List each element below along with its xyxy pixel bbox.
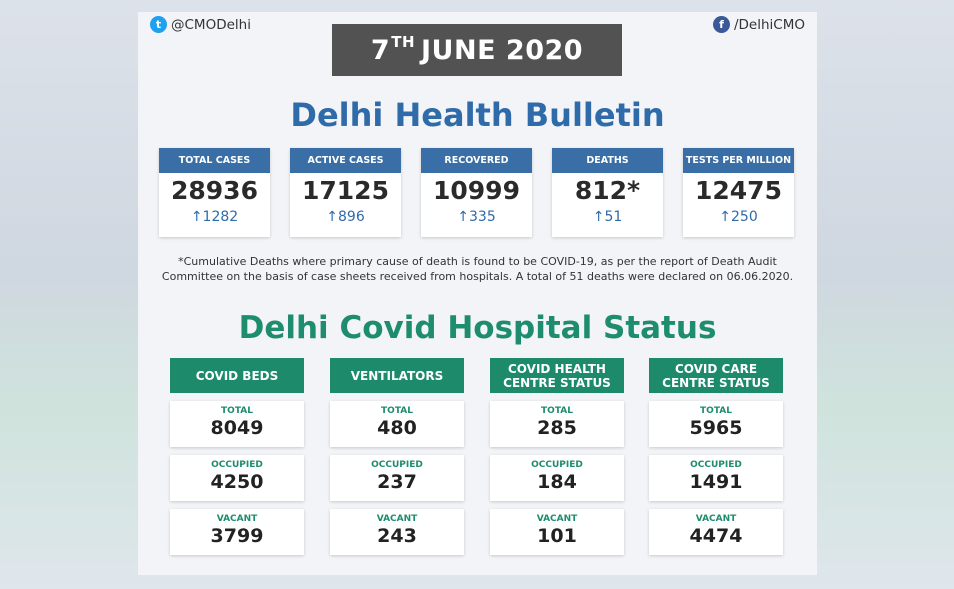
date-rest: JUNE 2020 xyxy=(421,34,584,66)
up-arrow-icon: ↑ xyxy=(190,209,203,225)
vacant-cell: VACANT 4474 xyxy=(649,509,783,555)
stat-value: 12475 xyxy=(695,176,782,205)
cell-value: 5965 xyxy=(689,417,743,439)
cell-value: 3799 xyxy=(210,525,264,547)
vacant-cell: VACANT 3799 xyxy=(170,509,304,555)
cell-value: 243 xyxy=(377,525,417,547)
footnote-line-2: Committee on the basis of case sheets re… xyxy=(161,269,794,283)
cell-label: OCCUPIED xyxy=(690,460,742,470)
stat-value: 10999 xyxy=(433,176,520,205)
cell-value: 4474 xyxy=(689,525,743,547)
cell-value: 237 xyxy=(377,471,417,493)
stat-card-total-cases: TOTAL CASES 28936 ↑1282 xyxy=(159,148,270,237)
cell-value: 4250 xyxy=(210,471,264,493)
cell-value: 1491 xyxy=(689,471,743,493)
occupied-cell: OCCUPIED 1491 xyxy=(649,455,783,501)
column-header: VENTILATORS xyxy=(330,358,464,393)
stat-increase: ↑335 xyxy=(421,209,532,225)
cell-label: VACANT xyxy=(216,514,258,524)
column-header: COVID HEALTH CENTRE STATUS xyxy=(490,358,624,393)
stat-increase-value: 1282 xyxy=(202,209,239,225)
vacant-cell: VACANT 101 xyxy=(490,509,624,555)
up-arrow-icon: ↑ xyxy=(592,209,605,225)
header-line-1: COVID HEALTH xyxy=(507,361,606,376)
up-arrow-icon: ↑ xyxy=(326,209,338,225)
stat-increase: ↑51 xyxy=(552,209,663,225)
date-day: 7 xyxy=(370,34,391,66)
cell-value: 285 xyxy=(537,417,577,439)
cell-label: TOTAL xyxy=(700,406,732,416)
total-cell: TOTAL 285 xyxy=(490,401,624,447)
header-line-1: VENTILATORS xyxy=(350,368,444,383)
cell-value: 480 xyxy=(377,417,417,439)
column-covid-beds: COVID BEDS TOTAL 8049 OCCUPIED 4250 VACANT… xyxy=(170,358,304,555)
header-line-1: COVID CARE xyxy=(674,361,758,376)
stat-card-active-cases: ACTIVE CASES 17125 ↑896 xyxy=(290,148,401,237)
cell-label: VACANT xyxy=(376,514,418,524)
date-suffix: TH xyxy=(391,33,416,51)
column-header: COVID CARE CENTRE STATUS xyxy=(649,358,783,393)
up-arrow-icon: ↑ xyxy=(457,209,469,225)
stat-increase: ↑1282 xyxy=(159,209,270,225)
stat-value: 28936 xyxy=(171,176,258,205)
header-line-2: CENTRE STATUS xyxy=(503,375,611,390)
hospital-status-title: Delhi Covid Hospital Status xyxy=(238,310,717,346)
facebook-handle[interactable]: f /DelhiCMO xyxy=(712,16,805,33)
twitter-icon: t xyxy=(150,16,167,33)
stat-label: ACTIVE CASES xyxy=(290,148,401,173)
stat-label: TOTAL CASES xyxy=(159,148,270,173)
footnote-line-1: *Cumulative Deaths where primary cause o… xyxy=(178,255,777,268)
occupied-cell: OCCUPIED 4250 xyxy=(170,455,304,501)
total-cell: TOTAL 8049 xyxy=(170,401,304,447)
cell-label: TOTAL xyxy=(221,406,253,416)
stat-value: 17125 xyxy=(302,176,389,205)
cell-label: OCCUPIED xyxy=(371,460,423,470)
date-banner: 7 TH JUNE 2020 xyxy=(332,24,622,76)
deaths-footnote: *Cumulative Deaths where primary cause o… xyxy=(148,255,807,284)
cell-label: VACANT xyxy=(695,514,737,524)
stat-increase-value: 51 xyxy=(604,209,623,225)
stat-increase-value: 335 xyxy=(469,209,496,225)
stat-card-recovered: RECOVERED 10999 ↑335 xyxy=(421,148,532,237)
column-covid-health-centre: COVID HEALTH CENTRE STATUS TOTAL 285 OCCUP… xyxy=(490,358,624,555)
cell-label: OCCUPIED xyxy=(211,460,263,470)
total-cell: TOTAL 480 xyxy=(330,401,464,447)
stat-label: RECOVERED xyxy=(421,148,532,173)
bulletin-poster: t @CMODelhi f /DelhiCMO 7 TH JUNE 2020 Del… xyxy=(138,12,817,575)
stat-card-deaths: DEATHS 812* ↑51 xyxy=(552,148,663,237)
column-covid-care-centre: COVID CARE CENTRE STATUS TOTAL 5965 OCCUPI… xyxy=(649,358,783,555)
twitter-handle-text: @CMODelhi xyxy=(171,16,251,33)
column-header: COVID BEDS xyxy=(170,358,304,393)
twitter-handle[interactable]: t @CMODelhi xyxy=(150,16,251,33)
cell-label: TOTAL xyxy=(541,406,573,416)
stat-increase-value: 250 xyxy=(731,209,758,225)
cell-value: 101 xyxy=(537,525,577,547)
up-arrow-icon: ↑ xyxy=(719,209,731,225)
stat-increase-value: 896 xyxy=(338,209,365,225)
stat-value: 812* xyxy=(574,176,641,205)
occupied-cell: OCCUPIED 184 xyxy=(490,455,624,501)
facebook-icon: f xyxy=(712,16,730,33)
cell-value: 8049 xyxy=(210,417,264,439)
vacant-cell: VACANT 243 xyxy=(330,509,464,555)
stat-label: TESTS PER MILLION xyxy=(683,148,794,173)
cell-label: OCCUPIED xyxy=(531,460,583,470)
stat-increase: ↑896 xyxy=(290,209,401,225)
stat-increase: ↑250 xyxy=(683,209,794,225)
facebook-handle-text: /DelhiCMO xyxy=(733,16,805,33)
stat-card-tests-per-million: TESTS PER MILLION 12475 ↑250 xyxy=(683,148,794,237)
stat-label: DEATHS xyxy=(552,148,663,173)
occupied-cell: OCCUPIED 237 xyxy=(330,455,464,501)
header-line-1: COVID BEDS xyxy=(195,368,279,383)
header-line-2: CENTRE STATUS xyxy=(662,375,770,390)
cell-label: VACANT xyxy=(536,514,578,524)
cell-label: TOTAL xyxy=(381,406,413,416)
cell-value: 184 xyxy=(537,471,577,493)
column-ventilators: VENTILATORS TOTAL 480 OCCUPIED 237 VACANT 2… xyxy=(330,358,464,555)
bulletin-title: Delhi Health Bulletin xyxy=(290,96,665,134)
total-cell: TOTAL 5965 xyxy=(649,401,783,447)
